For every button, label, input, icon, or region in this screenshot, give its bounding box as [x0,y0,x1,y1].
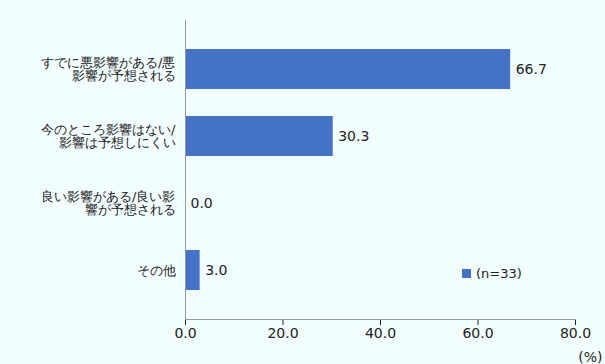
svg-text:0.0: 0.0 [191,195,213,211]
svg-text:60.0: 60.0 [462,325,493,341]
svg-text:3.0: 3.0 [205,262,227,278]
svg-text:すでに悪影響がある/悪影響が予想される: すでに悪影響がある/悪影響が予想される [41,55,175,83]
svg-text:80.0: 80.0 [560,325,591,341]
svg-text:今のところ影響はない/影響は予想しにくい: 今のところ影響はない/影響は予想しにくい [41,122,176,150]
html-text:(n=33): (n=33) [476,266,522,281]
svg-text:40.0: 40.0 [365,325,396,341]
svg-text:0.0: 0.0 [174,325,196,341]
svg-text:30.3: 30.3 [338,128,369,144]
svg-text:その他: その他 [137,263,176,278]
svg-text:良い影響がある/良い影響が予想される: 良い影響がある/良い影響が予想される [41,189,175,217]
svg-text:66.7: 66.7 [516,61,547,77]
svg-text:20.0: 20.0 [267,325,298,341]
svg-text:(%): (%) [578,349,602,364]
